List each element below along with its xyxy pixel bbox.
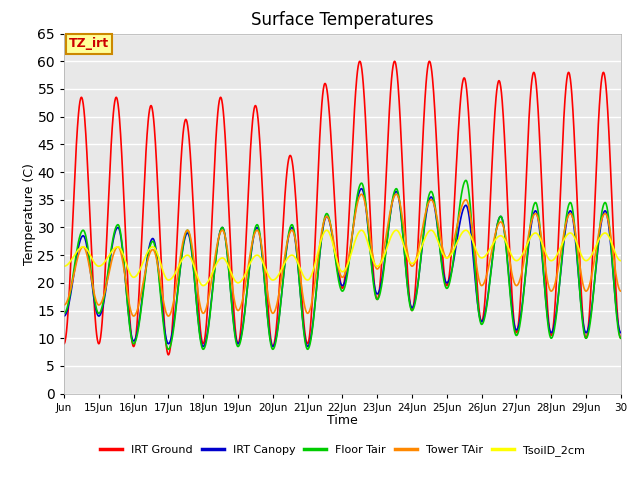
IRT Canopy: [611, 285, 618, 290]
Floor Tair: [474, 306, 482, 312]
IRT Canopy: [328, 231, 336, 237]
IRT Canopy: [60, 313, 68, 319]
Tower TAir: [317, 230, 325, 236]
IRT Ground: [317, 105, 325, 111]
Floor Tair: [611, 285, 618, 291]
IRT Ground: [328, 153, 336, 159]
IRT Ground: [164, 352, 172, 358]
TsoilD_2cm: [611, 248, 618, 253]
X-axis label: Time: Time: [327, 414, 358, 427]
Floor Tair: [462, 178, 470, 183]
IRT Canopy: [474, 306, 482, 312]
IRT Ground: [147, 103, 155, 108]
IRT Canopy: [317, 236, 325, 241]
IRT Canopy: [556, 278, 564, 284]
Floor Tair: [556, 277, 564, 283]
TsoilD_2cm: [200, 283, 207, 288]
Tower TAir: [556, 255, 564, 261]
Floor Tair: [617, 336, 625, 341]
Floor Tair: [328, 231, 336, 237]
Floor Tair: [317, 234, 325, 240]
Legend: IRT Ground, IRT Canopy, Floor Tair, Tower TAir, TsoilD_2cm: IRT Ground, IRT Canopy, Floor Tair, Towe…: [95, 440, 589, 460]
TsoilD_2cm: [328, 238, 336, 244]
TsoilD_2cm: [462, 228, 470, 233]
Tower TAir: [474, 273, 482, 279]
Line: IRT Ground: IRT Ground: [64, 61, 621, 355]
Tower TAir: [60, 302, 68, 308]
IRT Canopy: [617, 330, 625, 336]
TsoilD_2cm: [147, 244, 155, 250]
IRT Ground: [474, 297, 482, 303]
Tower TAir: [148, 248, 156, 253]
IRT Ground: [617, 336, 625, 341]
Tower TAir: [328, 229, 336, 235]
IRT Ground: [426, 59, 433, 64]
IRT Canopy: [147, 238, 155, 243]
TsoilD_2cm: [60, 264, 68, 269]
Line: Floor Tair: Floor Tair: [64, 180, 621, 349]
Text: TZ_irt: TZ_irt: [69, 37, 109, 50]
TsoilD_2cm: [474, 252, 482, 258]
Floor Tair: [60, 311, 68, 316]
Title: Surface Temperatures: Surface Temperatures: [251, 11, 434, 29]
IRT Ground: [556, 202, 564, 208]
Tower TAir: [611, 260, 618, 265]
TsoilD_2cm: [617, 258, 625, 264]
Line: IRT Canopy: IRT Canopy: [64, 189, 621, 347]
IRT Canopy: [358, 186, 365, 192]
IRT Ground: [611, 253, 618, 259]
TsoilD_2cm: [556, 246, 564, 252]
TsoilD_2cm: [317, 236, 325, 241]
Y-axis label: Temperature (C): Temperature (C): [23, 163, 36, 264]
Line: TsoilD_2cm: TsoilD_2cm: [64, 230, 621, 286]
IRT Ground: [60, 341, 68, 347]
Line: Tower TAir: Tower TAir: [64, 194, 621, 316]
Floor Tair: [147, 240, 155, 246]
IRT Canopy: [200, 344, 207, 349]
Floor Tair: [164, 347, 172, 352]
Tower TAir: [130, 313, 138, 319]
Tower TAir: [617, 288, 625, 294]
Tower TAir: [392, 192, 400, 197]
